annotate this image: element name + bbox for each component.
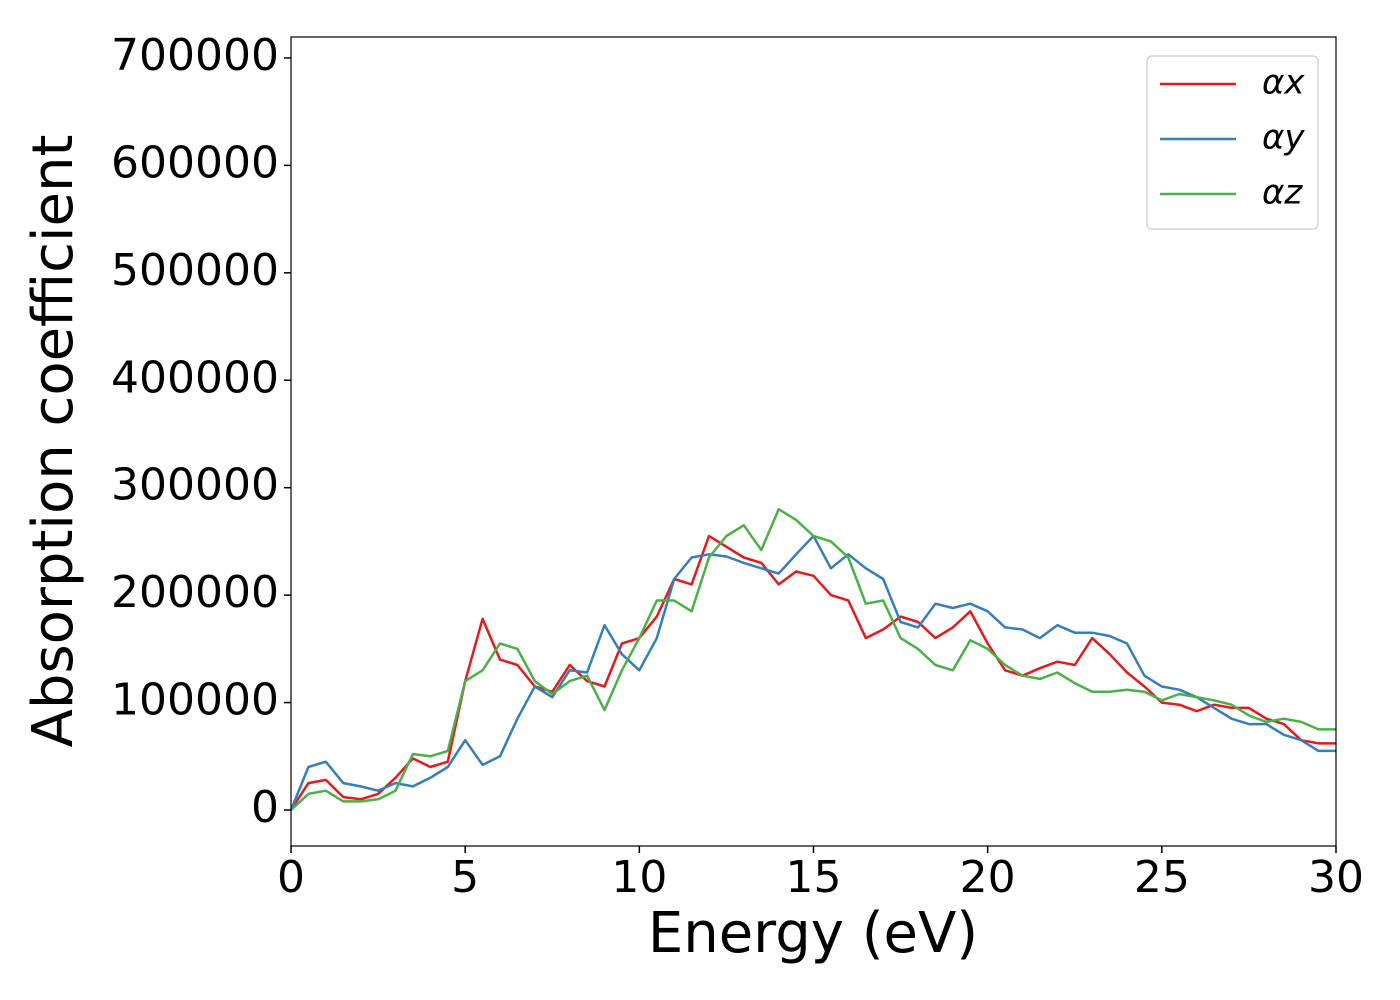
y-axis-label: Absorption coefficient <box>21 135 86 748</box>
y-tick-label: 200000 <box>111 567 279 618</box>
legend-label: αz <box>1262 173 1303 213</box>
x-tick-label: 20 <box>960 852 1016 903</box>
y-tick-label: 0 <box>251 782 279 833</box>
x-tick-label: 10 <box>611 852 667 903</box>
y-tick-label: 300000 <box>111 460 279 511</box>
legend-label: αy <box>1262 118 1305 158</box>
legend-label: αx <box>1262 63 1305 103</box>
y-tick-label: 600000 <box>111 137 279 188</box>
x-tick-label: 30 <box>1308 852 1364 903</box>
x-tick-label: 15 <box>786 852 842 903</box>
data-line <box>290 507 1336 811</box>
y-tick-label: 700000 <box>111 30 279 81</box>
plot-frame <box>290 36 1337 847</box>
y-tick-label: 500000 <box>111 245 279 296</box>
x-tick-label: 0 <box>277 852 305 903</box>
legend-box <box>1146 55 1319 230</box>
x-tick-label: 25 <box>1134 852 1190 903</box>
y-tick-label: 100000 <box>111 675 279 726</box>
y-tick-label: 400000 <box>111 352 279 403</box>
x-axis-label: Energy (eV) <box>648 901 978 966</box>
x-tick-label: 5 <box>451 852 479 903</box>
